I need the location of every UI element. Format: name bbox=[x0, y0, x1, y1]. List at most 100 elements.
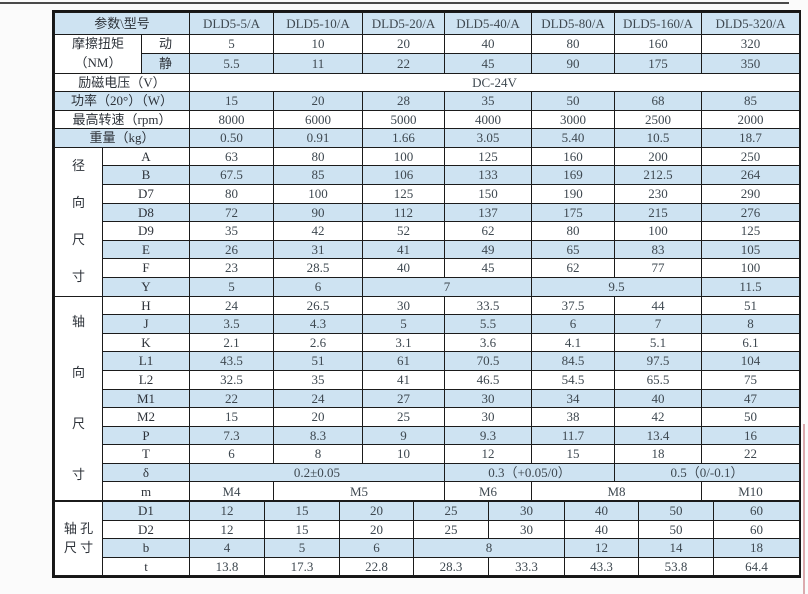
dim-D7-cell-4: 150 bbox=[444, 183, 532, 204]
dim-D7-cell-6: 230 bbox=[614, 183, 702, 204]
row-weight: 重量（kg） 0.50 0.91 1.66 3.05 5.40 10.5 18.7 bbox=[54, 128, 800, 148]
shaft-hole-dimension-label: 轴 孔尺 寸 bbox=[54, 501, 103, 577]
dim-L2-cell-6: 65.5 bbox=[614, 370, 702, 390]
model-dld5-20a: DLD5-20/A bbox=[362, 12, 445, 35]
power-label: 功率（20°）（W） bbox=[54, 91, 190, 111]
dim-H-cell-2: 24 bbox=[189, 295, 274, 316]
dim-m-cell-3: M6 bbox=[444, 481, 532, 502]
dim-D8-cell-1: 72 bbox=[189, 202, 274, 223]
dim-L2-cell-0: L2 bbox=[102, 370, 190, 390]
weight-cell-7: 18.7 bbox=[701, 128, 800, 148]
dim-L2-cell-2: 35 bbox=[273, 370, 363, 390]
dim-D9-cell-2: 42 bbox=[273, 221, 363, 241]
dim-D8-cell-6: 215 bbox=[614, 202, 702, 223]
dim-D9-cell-6: 100 bbox=[614, 221, 702, 241]
row-dim-D9: D9 35 42 52 62 80 100 125 bbox=[55, 221, 800, 241]
dim-T-cell-0: T bbox=[102, 444, 190, 464]
dim-K-cell-2: 2.6 bbox=[273, 332, 363, 353]
hole-D2-cell-3: 20 bbox=[339, 519, 414, 540]
hole-D1-cell-5: 25 bbox=[413, 501, 489, 521]
weight-cell-1: 0.50 bbox=[189, 128, 274, 148]
dim-L1-cell-1: 43.5 bbox=[189, 351, 274, 371]
torque-dynamic-cell-6: 80 bbox=[531, 33, 615, 55]
dim-M2-cell-0: M2 bbox=[102, 407, 190, 427]
dim-T-cell-7: 22 bbox=[701, 444, 800, 464]
row-dim-M2: M2 15 20 25 30 38 42 50 bbox=[55, 407, 800, 427]
hole-t-cell-3: 22.8 bbox=[339, 556, 414, 577]
hole-b-cell-7: 18 bbox=[713, 538, 800, 558]
hole-D2-cell-0: D2 bbox=[102, 519, 190, 540]
excitation-voltage-label: 励磁电压（V） bbox=[54, 72, 190, 93]
dim-Y-cell-2: 6 bbox=[273, 277, 363, 297]
dim-D8-cell-7: 276 bbox=[701, 202, 800, 223]
dim-F-cell-0: F bbox=[102, 258, 190, 279]
hole-D2-cell-4: 25 bbox=[413, 519, 489, 540]
dim-H-cell-4: 30 bbox=[362, 295, 445, 316]
row-dim-T: T 6 8 10 12 15 18 22 bbox=[55, 444, 800, 464]
max-speed-cell-5: 3000 bbox=[531, 109, 615, 130]
dim-L1-cell-5: 84.5 bbox=[531, 351, 615, 371]
dim-Y-cell-3: 7 bbox=[362, 277, 532, 297]
dim-H-cell-3: 26.5 bbox=[273, 295, 363, 316]
dim-delta-cell-1: 0.2±0.05 bbox=[189, 462, 445, 483]
dim-D9-cell-4: 62 bbox=[444, 221, 532, 241]
weight-cell-2: 0.91 bbox=[273, 128, 363, 148]
model-dld5-5a: DLD5-5/A bbox=[189, 12, 274, 35]
power-cell-5: 50 bbox=[531, 91, 615, 111]
dim-A-cell-4: 100 bbox=[362, 146, 445, 167]
max-speed-cell-1: 8000 bbox=[189, 109, 274, 130]
dim-D9-cell-5: 80 bbox=[531, 221, 615, 241]
dim-B-cell-5: 169 bbox=[531, 165, 615, 185]
dim-D7-cell-5: 190 bbox=[531, 183, 615, 204]
max-speed-cell-3: 5000 bbox=[362, 109, 445, 130]
row-dim-F: F 23 28.5 40 45 62 77 100 bbox=[55, 258, 800, 279]
spec-table-main: 参数\型号 DLD5-5/A DLD5-10/A DLD5-20/A DLD5-40/A… bbox=[54, 12, 800, 502]
friction-torque-label: 摩擦扭矩 （NM） bbox=[54, 34, 142, 74]
dim-J-cell-5: 6 bbox=[531, 314, 615, 334]
dim-P-cell-3: 9 bbox=[362, 425, 445, 446]
dim-D9-cell-0: D9 bbox=[102, 221, 190, 241]
hole-b-cell-2: 5 bbox=[264, 538, 340, 558]
row-dim-delta: δ 0.2±0.05 0.3（+0.05/0） 0.5（0/-0.1） bbox=[55, 462, 800, 483]
dim-Y-cell-0: Y bbox=[102, 277, 190, 297]
torque-dynamic-cell-5: 40 bbox=[444, 33, 532, 55]
dim-B-cell-0: B bbox=[102, 165, 190, 185]
spec-table-shaft-hole: 轴 孔尺 寸 D1 12 15 20 25 30 40 50 60 D2 12 15 20 25 30 40 50… bbox=[54, 501, 800, 577]
dim-K-cell-4: 3.6 bbox=[444, 332, 532, 353]
dim-K-cell-3: 3.1 bbox=[362, 332, 445, 353]
voltage-value: DC-24V bbox=[189, 72, 800, 93]
dim-E-cell-1: 26 bbox=[189, 239, 274, 260]
hole-b-cell-0: b bbox=[102, 538, 190, 558]
torque-static-cell-1: 5.5 bbox=[189, 53, 274, 74]
weight-cell-5: 5.40 bbox=[531, 128, 615, 148]
dim-A-cell-2: 63 bbox=[189, 146, 274, 167]
power-cell-6: 68 bbox=[614, 91, 702, 111]
dim-L1-cell-3: 61 bbox=[362, 351, 445, 371]
row-torque-dynamic: 摩擦扭矩 （NM）动 5 10 20 40 80 160 320 bbox=[54, 33, 800, 74]
weight-cell-3: 1.66 bbox=[362, 128, 445, 148]
dim-K-cell-6: 5.1 bbox=[614, 332, 702, 353]
dim-P-cell-5: 11.7 bbox=[531, 425, 615, 446]
dim-P-cell-6: 13.4 bbox=[614, 425, 702, 446]
torque-dynamic-cell-4: 20 bbox=[362, 33, 445, 55]
hole-b-cell-1: 4 bbox=[189, 538, 265, 558]
dim-H-cell-7: 44 bbox=[614, 295, 702, 316]
dim-Y-cell-5: 11.5 bbox=[701, 277, 800, 297]
dim-E-cell-7: 105 bbox=[701, 239, 800, 260]
row-dim-M1: M1 22 24 27 30 34 40 47 bbox=[55, 388, 800, 409]
torque-static-cell-5: 90 bbox=[531, 53, 615, 74]
row-dim-A: 径向尺寸 A 63 80 100 125 160 200 250 bbox=[54, 146, 800, 297]
row-voltage: 励磁电压（V） DC-24V bbox=[54, 72, 800, 93]
weight-label: 重量（kg） bbox=[54, 128, 190, 148]
dim-L1-cell-0: L1 bbox=[102, 351, 190, 371]
row-torque-static: 静 5.5 11 22 45 90 175 350 bbox=[55, 53, 800, 74]
row-dim-L1: L1 43.5 51 61 70.5 84.5 97.5 104 bbox=[55, 351, 800, 371]
dim-L2-cell-7: 75 bbox=[701, 370, 800, 390]
row-hole-D2: D2 12 15 20 25 30 40 50 60 bbox=[55, 519, 800, 540]
dim-F-cell-6: 77 bbox=[614, 258, 702, 279]
dim-A-cell-7: 200 bbox=[614, 146, 702, 167]
dim-J-cell-7: 8 bbox=[701, 314, 800, 334]
dim-delta-cell-2: 0.3（+0.05/0） bbox=[444, 462, 615, 483]
dim-K-cell-0: K bbox=[102, 332, 190, 353]
row-power: 功率（20°）（W） 15 20 28 35 50 68 85 bbox=[54, 91, 800, 111]
